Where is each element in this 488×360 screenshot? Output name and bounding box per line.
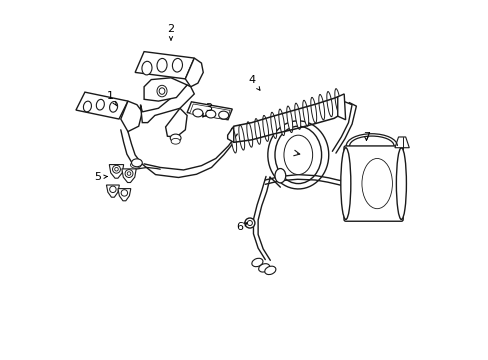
- Ellipse shape: [96, 99, 104, 110]
- Ellipse shape: [274, 168, 285, 183]
- Text: 3: 3: [203, 103, 212, 117]
- Ellipse shape: [131, 159, 142, 167]
- Text: 4: 4: [247, 75, 260, 90]
- Polygon shape: [109, 165, 123, 178]
- Polygon shape: [121, 101, 142, 132]
- Ellipse shape: [294, 103, 300, 129]
- Ellipse shape: [172, 58, 182, 72]
- Ellipse shape: [157, 58, 167, 72]
- Ellipse shape: [170, 134, 181, 142]
- Text: 2: 2: [167, 24, 174, 40]
- Ellipse shape: [340, 148, 350, 220]
- Ellipse shape: [205, 110, 215, 118]
- Ellipse shape: [125, 170, 133, 177]
- Ellipse shape: [157, 85, 167, 97]
- Ellipse shape: [247, 221, 252, 226]
- Ellipse shape: [310, 97, 316, 123]
- Ellipse shape: [171, 138, 180, 144]
- Ellipse shape: [115, 167, 118, 171]
- Polygon shape: [140, 85, 194, 123]
- Polygon shape: [144, 78, 187, 101]
- Polygon shape: [337, 94, 345, 120]
- Ellipse shape: [278, 109, 284, 136]
- Polygon shape: [187, 102, 232, 120]
- Ellipse shape: [264, 266, 275, 275]
- Text: 6: 6: [236, 222, 246, 232]
- Ellipse shape: [258, 264, 269, 272]
- Polygon shape: [185, 58, 203, 87]
- Ellipse shape: [83, 101, 91, 112]
- Polygon shape: [227, 126, 233, 142]
- Ellipse shape: [361, 158, 392, 209]
- Ellipse shape: [127, 172, 131, 175]
- Polygon shape: [189, 104, 230, 120]
- Polygon shape: [76, 92, 128, 119]
- Ellipse shape: [121, 190, 127, 196]
- Ellipse shape: [192, 109, 203, 117]
- Polygon shape: [165, 108, 187, 137]
- Ellipse shape: [112, 165, 120, 173]
- Text: 1: 1: [106, 91, 117, 106]
- Ellipse shape: [238, 125, 244, 150]
- Text: 5: 5: [95, 172, 107, 182]
- Ellipse shape: [142, 61, 152, 75]
- Polygon shape: [118, 189, 131, 201]
- Ellipse shape: [251, 258, 263, 267]
- Ellipse shape: [246, 122, 252, 147]
- Ellipse shape: [270, 112, 276, 139]
- Ellipse shape: [326, 91, 332, 117]
- Polygon shape: [106, 185, 119, 197]
- Ellipse shape: [286, 106, 292, 132]
- Ellipse shape: [274, 126, 321, 184]
- Polygon shape: [122, 169, 136, 183]
- Ellipse shape: [302, 100, 308, 126]
- Ellipse shape: [109, 102, 118, 112]
- Polygon shape: [267, 121, 328, 189]
- Ellipse shape: [218, 111, 228, 119]
- FancyBboxPatch shape: [344, 146, 403, 221]
- Polygon shape: [135, 51, 194, 79]
- Ellipse shape: [254, 118, 260, 144]
- Text: 7: 7: [362, 132, 369, 142]
- Ellipse shape: [334, 89, 340, 113]
- Ellipse shape: [109, 186, 116, 193]
- Ellipse shape: [262, 116, 268, 141]
- Ellipse shape: [284, 135, 312, 175]
- Ellipse shape: [159, 88, 164, 94]
- Ellipse shape: [230, 128, 236, 153]
- Ellipse shape: [244, 218, 254, 228]
- Polygon shape: [394, 137, 408, 148]
- Ellipse shape: [130, 162, 141, 168]
- Ellipse shape: [318, 94, 324, 120]
- Ellipse shape: [396, 148, 406, 220]
